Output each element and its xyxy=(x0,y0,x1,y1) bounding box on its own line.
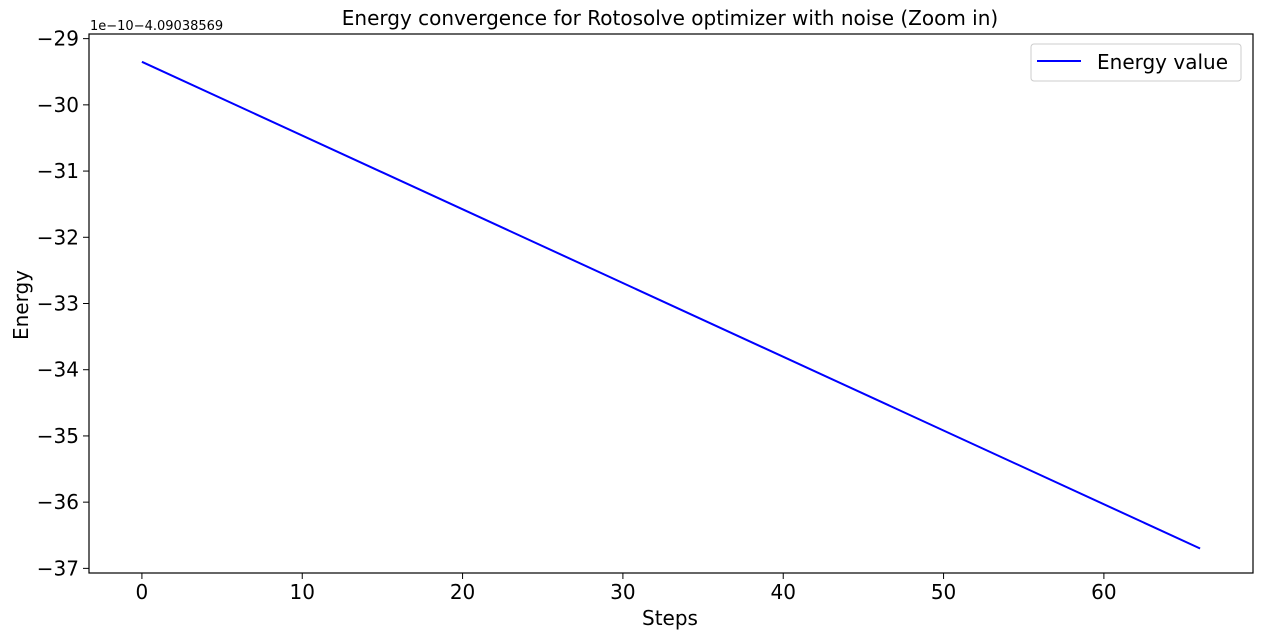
y-axis-ticks: −29 −30 −31 −32 −33 −34 −35 −36 −37 xyxy=(37,27,89,580)
x-tick-label: 50 xyxy=(931,580,956,604)
x-tick-label: 20 xyxy=(450,580,475,604)
x-tick-label: 0 xyxy=(136,580,149,604)
legend-label: Energy value xyxy=(1097,50,1228,74)
x-tick-label: 40 xyxy=(771,580,796,604)
y-tick-label: −32 xyxy=(37,225,79,249)
x-tick-label: 60 xyxy=(1091,580,1116,604)
legend: Energy value xyxy=(1030,43,1242,82)
y-tick-label: −37 xyxy=(37,556,79,580)
x-tick-label: 10 xyxy=(290,580,315,604)
y-tick-label: −35 xyxy=(37,424,79,448)
y-tick-label: −34 xyxy=(37,358,79,382)
x-axis-ticks: 0 10 20 30 40 50 60 xyxy=(136,573,1117,604)
y-axis-title: Energy xyxy=(9,270,33,340)
series-line-energy-value xyxy=(141,60,1201,550)
legend-box xyxy=(1030,43,1242,82)
y-tick-label: −36 xyxy=(37,490,79,514)
y-tick-label: −33 xyxy=(37,292,79,316)
series-layer xyxy=(141,60,1201,550)
plot-frame xyxy=(88,33,1254,574)
y-tick-label: −30 xyxy=(37,93,79,117)
y-offset-label: 1e−10−4.09038569 xyxy=(90,19,223,34)
y-tick-label: −29 xyxy=(37,27,79,51)
x-tick-label: 30 xyxy=(610,580,635,604)
y-tick-label: −31 xyxy=(37,159,79,183)
x-axis-title: Steps xyxy=(642,606,698,630)
chart-title: Energy convergence for Rotosolve optimiz… xyxy=(342,6,998,30)
